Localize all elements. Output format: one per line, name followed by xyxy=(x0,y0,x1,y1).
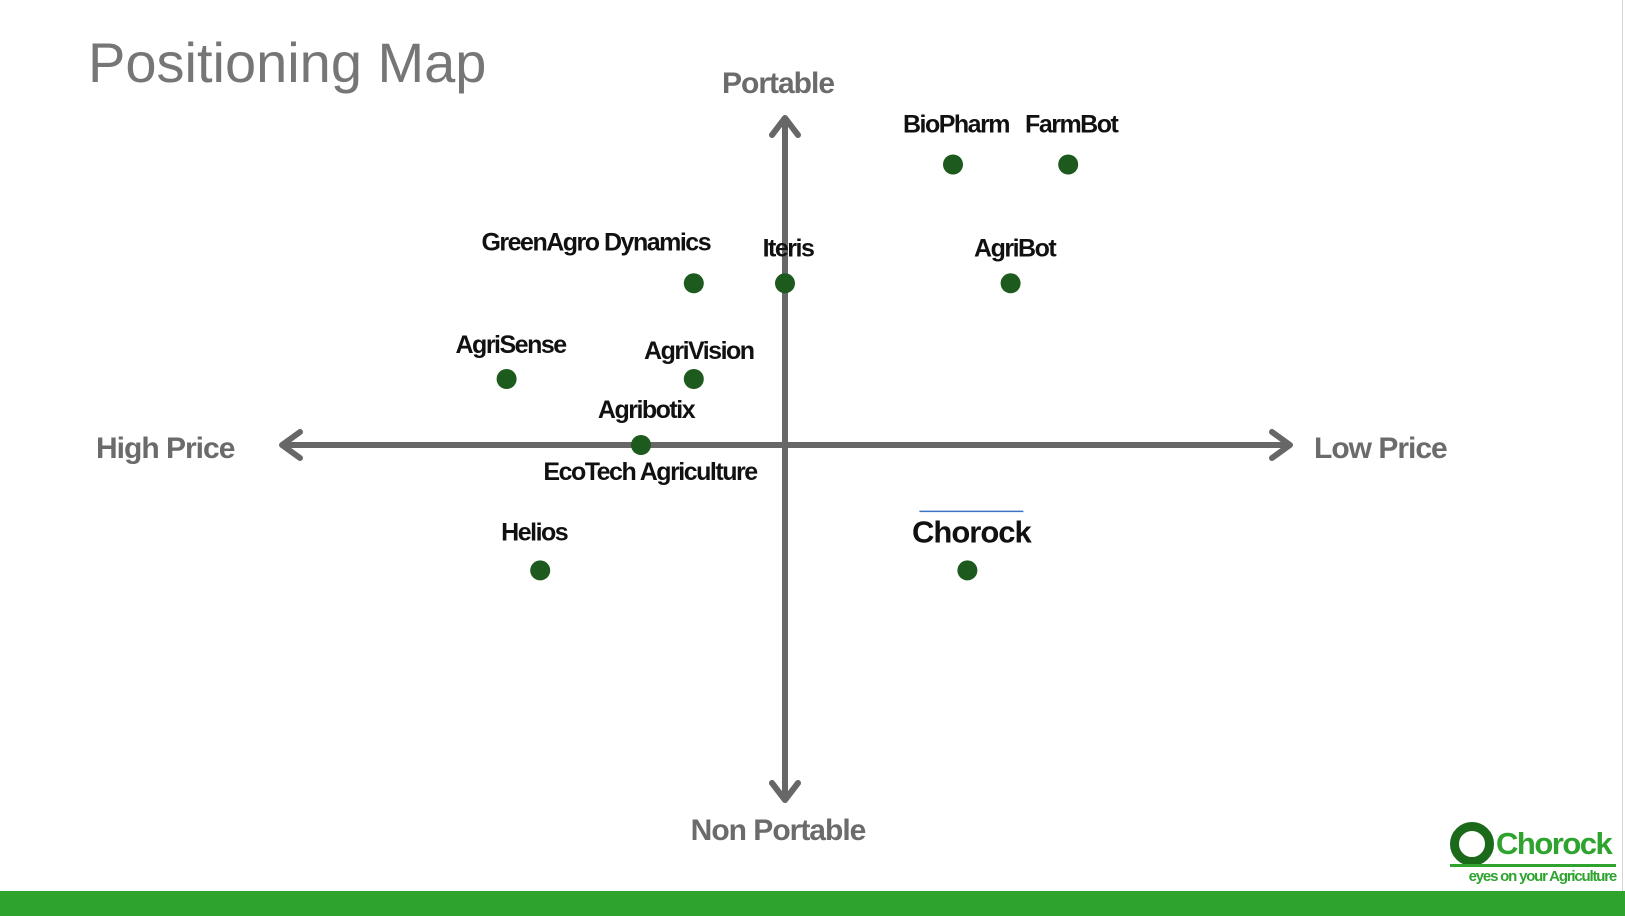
point-label-secondary-agribotix-ecotech: EcoTech Agriculture xyxy=(543,458,758,486)
axis-label-right: Low Price xyxy=(1314,432,1447,465)
arrow-up-icon xyxy=(769,115,801,138)
point-label-farmbot: FarmBot xyxy=(1025,111,1119,139)
point-marker-agrisense xyxy=(496,369,517,389)
point-marker-iteris xyxy=(775,273,795,294)
logo-wordmark: Chorock xyxy=(1496,826,1613,861)
arrow-right-icon xyxy=(1269,429,1293,461)
point-label-chorock: Chorock xyxy=(912,514,1033,549)
axis-label-left: High Price xyxy=(96,432,235,465)
point-marker-farmbot xyxy=(1058,154,1079,175)
axis-label-bottom: Non Portable xyxy=(691,814,866,847)
axis-label-top: Portable xyxy=(722,67,834,100)
brand-logo: Chorock eyes on your Agriculture xyxy=(1446,820,1618,888)
logo-tagline: eyes on your Agriculture xyxy=(1468,868,1618,885)
point-label-agribot: AgriBot xyxy=(974,234,1057,262)
point-marker-agribot xyxy=(1000,273,1021,294)
point-label-helios: Helios xyxy=(501,518,568,546)
point-label-greenagro-dynamics: GreenAgro Dynamics xyxy=(481,228,710,256)
point-label-agribotix-ecotech: Agribotix xyxy=(598,396,696,424)
point-label-biopharm: BioPharm xyxy=(903,111,1009,139)
footer-bar xyxy=(0,891,1625,916)
point-label-agrivision: AgriVision xyxy=(644,337,754,365)
axes xyxy=(279,115,1293,803)
arrow-down-icon xyxy=(769,780,801,803)
point-marker-agribotix-ecotech xyxy=(631,435,651,455)
point-marker-chorock xyxy=(957,560,978,581)
point-marker-greenagro-dynamics xyxy=(683,273,704,294)
point-marker-biopharm xyxy=(943,154,963,175)
ring-logo-icon xyxy=(1450,822,1494,866)
point-label-agrisense: AgriSense xyxy=(456,331,568,359)
point-marker-helios xyxy=(530,560,551,581)
point-marker-agrivision xyxy=(683,369,704,389)
logo-underline xyxy=(1450,864,1616,867)
slide-edge xyxy=(1622,0,1623,895)
arrow-left-icon xyxy=(279,429,303,461)
page-title: Positioning Map xyxy=(88,31,487,94)
point-label-iteris: Iteris xyxy=(763,234,814,262)
data-points: BioPharm FarmBot GreenAgro Dynamics Iteris A… xyxy=(456,111,1121,581)
